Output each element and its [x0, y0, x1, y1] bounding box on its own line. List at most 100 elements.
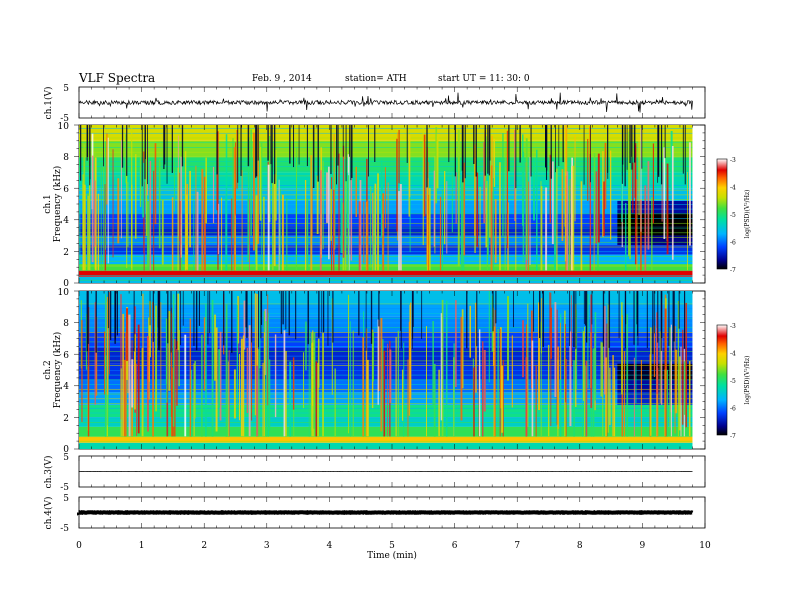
- heatmap-streak: [438, 369, 440, 437]
- heatmap-streak: [603, 181, 605, 236]
- ch1-ytick-top: 5: [63, 84, 69, 94]
- heatmap-streak: [565, 324, 566, 403]
- heatmap-streak: [173, 160, 175, 212]
- heatmap-streak: [460, 316, 463, 421]
- heatmap-streak: [190, 369, 193, 437]
- heatmap-streak: [288, 291, 290, 336]
- heatmap-streak: [365, 328, 368, 437]
- heatmap-streak: [122, 313, 125, 437]
- heatmap-streak: [347, 175, 350, 271]
- heatmap-streak: [86, 291, 88, 352]
- heatmap-streak: [259, 297, 261, 369]
- heatmap-streak: [177, 167, 179, 271]
- heatmap-streak: [387, 343, 389, 437]
- heatmap-streak: [255, 195, 258, 271]
- heatmap-line: [79, 336, 693, 338]
- heatmap-streak: [584, 291, 587, 326]
- heatmap-streak: [558, 125, 560, 167]
- xtick-6: 6: [452, 541, 458, 551]
- heatmap-streak: [556, 309, 558, 425]
- heatmap-streak: [636, 179, 638, 271]
- heatmap-streak: [433, 170, 435, 247]
- heatmap-streak: [493, 326, 496, 437]
- heatmap-streak: [497, 328, 499, 426]
- heatmap-streak: [171, 125, 173, 173]
- heatmap-streak: [79, 125, 82, 181]
- heatmap-streak: [607, 125, 609, 179]
- heatmap-streak: [152, 291, 154, 342]
- spec1-heatmap: [79, 125, 705, 283]
- heatmap-streak: [328, 166, 330, 260]
- heatmap-streak: [428, 187, 431, 271]
- xtick-3: 3: [264, 541, 270, 551]
- heatmap-streak: [295, 291, 297, 340]
- spec1-ylabel-frequency: Frequency (kHz): [52, 166, 63, 243]
- heatmap-streak: [227, 361, 229, 437]
- heatmap-streak: [677, 369, 679, 437]
- heatmap-streak: [248, 325, 251, 437]
- heatmap-streak: [306, 125, 308, 167]
- heatmap-streak: [241, 170, 243, 271]
- heatmap-streak: [152, 301, 154, 437]
- heatmap-line: [79, 384, 693, 385]
- heatmap-streak: [366, 158, 368, 207]
- ch4-ytick-bottom: -5: [60, 524, 69, 534]
- heatmap-streak: [142, 293, 144, 416]
- heatmap-streak: [549, 292, 551, 340]
- heatmap-streak: [272, 182, 274, 271]
- heatmap-streak: [666, 163, 669, 255]
- heatmap-streak: [682, 125, 684, 174]
- heatmap-streak: [381, 160, 383, 238]
- heatmap-streak: [264, 308, 267, 375]
- xtick-0: 0: [76, 541, 82, 551]
- heatmap-streak: [267, 125, 269, 161]
- heatmap-line: [79, 232, 693, 234]
- heatmap-band: [617, 226, 693, 236]
- heatmap-streak: [258, 349, 260, 437]
- heatmap-streak: [358, 291, 360, 336]
- heatmap-streak: [660, 291, 662, 351]
- heatmap-streak: [267, 312, 270, 437]
- heatmap-streak: [107, 137, 109, 264]
- heatmap-streak: [203, 317, 206, 391]
- heatmap-streak: [547, 344, 550, 437]
- heatmap-streak: [412, 291, 414, 327]
- heatmap-streak: [469, 305, 472, 358]
- heatmap-streak: [246, 347, 249, 414]
- spec1-ylabel-channel: ch.1: [43, 194, 53, 213]
- heatmap-streak: [384, 167, 386, 229]
- heatmap-streak: [445, 300, 448, 437]
- heatmap-streak: [362, 337, 365, 437]
- heatmap-streak: [136, 363, 138, 436]
- heatmap-streak: [464, 125, 466, 179]
- heatmap-line: [79, 298, 693, 300]
- heatmap-streak: [94, 180, 96, 247]
- trace-line: [78, 92, 693, 113]
- heatmap-line: [79, 374, 693, 376]
- heatmap-band: [79, 436, 693, 443]
- heatmap-streak: [262, 362, 264, 437]
- heatmap-streak: [441, 299, 444, 437]
- spec2-ytick-8: 8: [63, 319, 69, 329]
- heatmap-streak: [479, 186, 481, 271]
- heatmap-streak: [573, 360, 575, 437]
- heatmap-streak: [186, 194, 188, 270]
- heatmap-streak: [278, 179, 280, 271]
- heatmap-streak: [240, 125, 242, 176]
- heatmap-streak: [398, 191, 400, 271]
- heatmap-streak: [514, 129, 516, 221]
- heatmap-streak: [125, 332, 127, 437]
- heatmap-streak: [271, 125, 273, 184]
- heatmap-streak: [189, 318, 192, 437]
- heatmap-streak: [613, 367, 616, 437]
- heatmap-streak: [633, 125, 636, 163]
- spec2-ytick-4: 4: [63, 382, 69, 392]
- heatmap-streak: [440, 313, 443, 421]
- heatmap-streak: [564, 171, 566, 262]
- heatmap-streak: [365, 291, 367, 351]
- heatmap-streak: [624, 125, 626, 187]
- heatmap-streak: [346, 172, 349, 228]
- heatmap-line: [79, 365, 693, 366]
- heatmap-streak: [217, 131, 219, 270]
- heatmap-streak: [473, 125, 475, 164]
